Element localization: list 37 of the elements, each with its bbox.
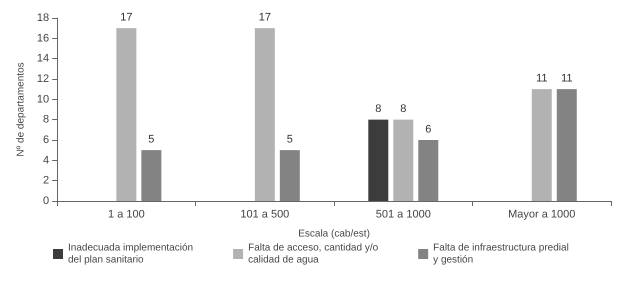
x-tick-label: 501 a 1000	[376, 208, 431, 220]
y-tick-label: 6	[43, 134, 50, 146]
data-label: 6	[425, 124, 432, 136]
data-label: 11	[561, 72, 572, 85]
bar	[280, 150, 300, 201]
y-tick-label: 18	[36, 12, 50, 24]
y-tick-label: 14	[36, 52, 50, 65]
y-tick-label: 10	[36, 93, 50, 106]
x-axis-title: Escala (cab/est)	[298, 228, 370, 240]
bar	[556, 89, 577, 201]
bar	[116, 28, 136, 201]
y-tick-label: 12	[36, 73, 50, 85]
data-label: 5	[148, 134, 154, 146]
legend-label: Inadecuada implementación del plan sanitario	[68, 242, 194, 266]
bar	[418, 140, 438, 201]
data-label: 11	[536, 72, 548, 85]
data-label: 5	[286, 134, 293, 146]
data-label: 8	[375, 103, 382, 116]
bar	[393, 120, 414, 201]
bar	[532, 89, 552, 201]
x-tick-label: 101 a 500	[240, 208, 290, 220]
data-label: 17	[258, 12, 271, 24]
y-tick-label: 4	[43, 154, 50, 166]
y-tick-label: 0	[43, 195, 50, 207]
x-tick-label: Mayor a 1000	[508, 208, 576, 220]
legend-label: Falta de acceso, cantidad y/o calidad de agua	[248, 242, 379, 266]
bar	[254, 28, 275, 201]
bar	[368, 120, 388, 201]
x-tick-label: 1 a 100	[108, 208, 145, 220]
y-tick-label: 16	[36, 32, 50, 44]
bar	[141, 150, 162, 201]
data-label: 17	[120, 12, 132, 24]
legend-label: Falta de infraestructura predial y gestión	[433, 242, 569, 266]
y-tick-label: 8	[43, 114, 50, 126]
y-axis-title: Nº de departamentos	[16, 62, 26, 157]
data-label: 8	[400, 103, 406, 116]
y-tick-label: 2	[43, 174, 50, 187]
